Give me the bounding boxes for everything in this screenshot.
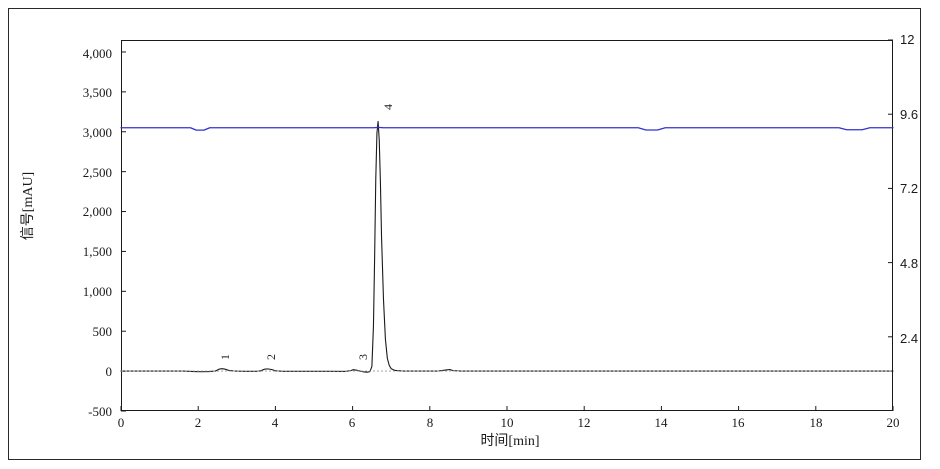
y-axis-title: 信号[mAU] xyxy=(21,171,36,241)
y-tick-label-2000: 2,000 xyxy=(82,204,112,219)
peak-label-3: 3 xyxy=(356,354,370,360)
x-tick-label-4: 4 xyxy=(271,415,279,430)
y-tick-label-1500: 1,500 xyxy=(82,244,112,259)
peak-label-4: 4 xyxy=(381,104,395,110)
x-axis-title: 时间[min] xyxy=(480,434,540,449)
y-tick-label-3000: 3,000 xyxy=(82,125,112,140)
peak-label-1: 1 xyxy=(218,354,232,360)
x-tick-label-2: 2 xyxy=(194,415,202,430)
x-tick-label-6: 6 xyxy=(348,415,356,430)
x-tick-label-10: 10 xyxy=(500,415,514,430)
x-tick-label-8: 8 xyxy=(426,415,434,430)
x-tick-label-0: 0 xyxy=(117,415,125,430)
x-tick-label-16: 16 xyxy=(731,415,745,430)
y-tick-label-1000: 1,000 xyxy=(82,284,112,299)
y2-tick-label-7-2: 7.2 xyxy=(900,181,919,196)
y-tick-label-3500: 3,500 xyxy=(82,85,112,100)
y-tick-label-2500: 2,500 xyxy=(82,165,112,180)
x-tick-label-18: 18 xyxy=(809,415,823,430)
y-tick-label-minus500: -500 xyxy=(88,404,112,419)
y-tick-label-4000: 4,000 xyxy=(82,46,112,61)
y2-tick-label-12: 12 xyxy=(900,32,915,47)
x-tick-label-20: 20 xyxy=(886,415,900,430)
y2-tick-label-4-8: 4.8 xyxy=(900,256,919,271)
x-tick-label-12: 12 xyxy=(577,415,591,430)
y-tick-label-500: 500 xyxy=(92,324,113,339)
y2-tick-label-9-6: 9.6 xyxy=(900,107,919,122)
x-tick-label-14: 14 xyxy=(654,415,668,430)
y-tick-label-0: 0 xyxy=(105,364,113,379)
plot-area xyxy=(121,40,893,411)
y2-tick-label-2-4: 2.4 xyxy=(900,331,919,346)
peak-label-2: 2 xyxy=(264,354,278,360)
